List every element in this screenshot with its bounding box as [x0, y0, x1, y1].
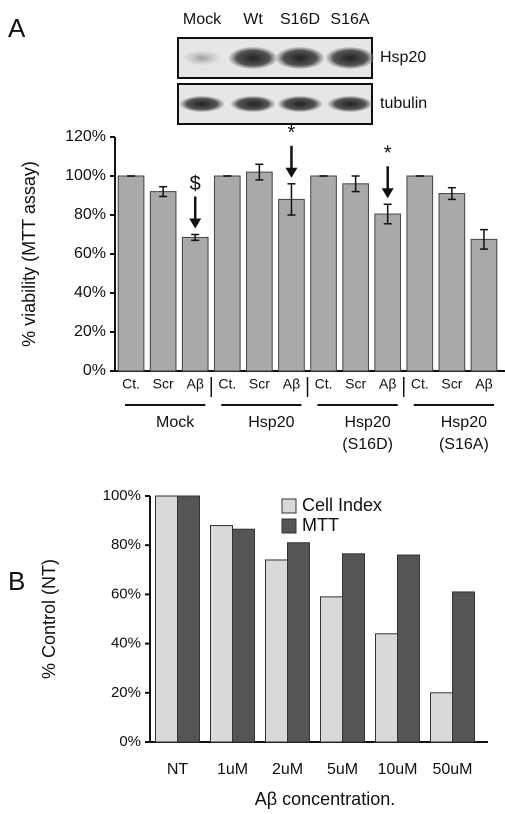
x-tick-label: Ct.: [122, 376, 140, 392]
bar: [453, 592, 475, 742]
bar: [376, 634, 398, 742]
x-tick-label: 10uM: [377, 761, 417, 778]
x-tick-label: Scr: [153, 376, 174, 392]
y-axis-label: % Control (NT): [39, 559, 59, 679]
bar: [279, 199, 305, 371]
x-tick-label: 2uM: [272, 761, 303, 778]
bar: [398, 555, 420, 742]
y-tick-label: 120%: [65, 128, 106, 145]
y-tick-label: 40%: [111, 635, 141, 652]
western-blot: Mock Wt S16D S16A Hsp20 tubulin: [178, 11, 427, 124]
legend-label: MTT: [302, 515, 339, 535]
group-label: Hsp20: [248, 414, 294, 431]
blot-band: [231, 96, 275, 112]
bar: [182, 237, 208, 371]
annotation: $: [190, 173, 201, 195]
x-tick-label: Aβ: [283, 376, 300, 392]
group-label: Hsp20: [441, 414, 487, 431]
x-tick-label: Scr: [345, 376, 366, 392]
x-tick-label: 1uM: [217, 761, 248, 778]
bar: [439, 194, 465, 371]
group-label: Mock: [156, 414, 195, 431]
panel-label: A: [8, 13, 26, 43]
y-tick-label: 60%: [74, 245, 106, 262]
group-label: Hsp20: [345, 414, 391, 431]
bar: [178, 496, 200, 742]
annotation-arrowhead: [382, 188, 394, 198]
bar: [118, 176, 144, 371]
group-label: (S16D): [342, 436, 393, 453]
x-tick-label: Ct.: [218, 376, 236, 392]
x-tick-label: 50uM: [432, 761, 472, 778]
blot-band: [184, 51, 220, 65]
row-label: Hsp20: [380, 49, 426, 66]
y-tick-label: 100%: [65, 167, 106, 184]
bar: [247, 172, 273, 371]
x-tick-label: Aβ: [187, 376, 204, 392]
figure: A B Mock Wt S16D S16A Hsp20 tubulin 0% 20…: [0, 0, 505, 814]
y-tick-label: 20%: [111, 684, 141, 701]
blot-band: [278, 96, 322, 112]
blot-band: [326, 47, 374, 69]
bar: [343, 554, 365, 742]
y-tick-label: 20%: [74, 323, 106, 340]
x-tick-label: Ct.: [315, 376, 333, 392]
group-label: (S16A): [439, 436, 489, 453]
bar: [343, 184, 369, 371]
row-label: tubulin: [380, 95, 427, 112]
y-tick-label: 0%: [83, 362, 106, 379]
blot-band: [276, 47, 324, 69]
bar: [311, 176, 337, 371]
bar: [211, 526, 233, 742]
bar: [156, 496, 178, 742]
annotation-arrowhead: [285, 168, 297, 178]
bar: [375, 214, 401, 371]
x-tick-label: Aβ: [379, 376, 396, 392]
y-tick-label: 100%: [103, 487, 141, 504]
x-tick-label: NT: [167, 761, 189, 778]
x-tick-label: 5uM: [327, 761, 358, 778]
lane-label: Mock: [183, 11, 222, 28]
x-axis-label: Aβ concentration.: [255, 789, 395, 809]
blot-band: [328, 96, 372, 112]
blot-band: [180, 96, 224, 112]
bar: [150, 192, 176, 371]
annotation: *: [288, 122, 296, 144]
bar: [214, 176, 240, 371]
x-tick-label: Aβ: [475, 376, 492, 392]
legend-label: Cell Index: [302, 495, 382, 515]
y-axis-label: % viability (MTT assay): [19, 161, 39, 347]
bar: [431, 693, 453, 742]
y-tick-label: 80%: [74, 206, 106, 223]
y-tick-label: 40%: [74, 284, 106, 301]
bar: [266, 560, 288, 742]
y-tick-label: 0%: [119, 733, 141, 750]
bar: [321, 597, 343, 742]
x-tick-label: Scr: [441, 376, 462, 392]
y-tick-label: 60%: [111, 585, 141, 602]
blot-band: [229, 47, 277, 69]
bar: [288, 543, 310, 742]
bar: [233, 529, 255, 742]
lane-label: S16A: [330, 11, 369, 28]
annotation-arrowhead: [189, 219, 201, 229]
lane-label: Wt: [243, 11, 263, 28]
bar: [471, 239, 497, 371]
lane-label: S16D: [280, 11, 320, 28]
panel-label: B: [8, 566, 25, 596]
annotation: *: [384, 143, 392, 165]
legend-swatch: [282, 499, 296, 513]
y-tick-label: 80%: [111, 536, 141, 553]
x-tick-label: Scr: [249, 376, 270, 392]
legend-swatch: [282, 519, 296, 533]
bar: [407, 176, 433, 371]
x-tick-label: Ct.: [411, 376, 429, 392]
